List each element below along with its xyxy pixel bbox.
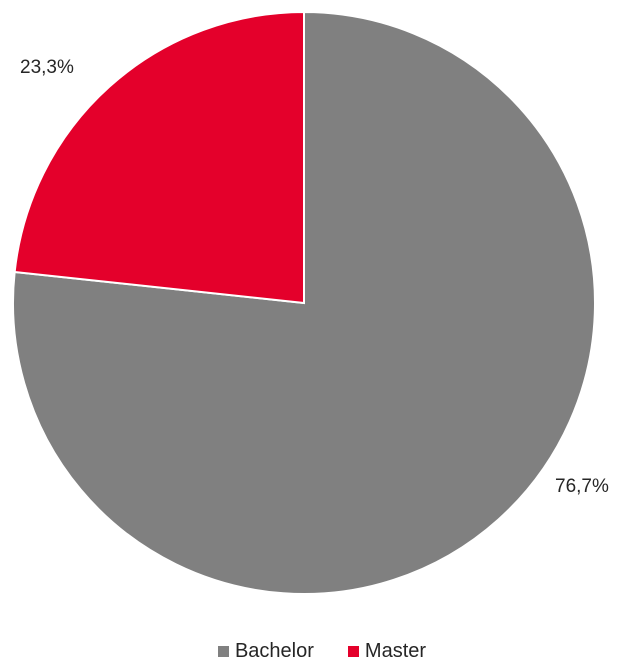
- slice-label-bachelor: 76,7%: [555, 476, 609, 497]
- legend-label-master: Master: [364, 640, 427, 662]
- pie-slice-bachelor[interactable]: [12, 10, 596, 595]
- legend-swatch-bachelor: [217, 646, 229, 657]
- legend-label-bachelor: Bachelor: [234, 640, 314, 662]
- pie-slice-master[interactable]: [13, 10, 305, 305]
- legend-swatch-master: [347, 646, 359, 657]
- slice-label-master: 23,3%: [20, 57, 74, 78]
- legend-item-bachelor[interactable]: Bachelor: [217, 640, 314, 663]
- legend-item-master[interactable]: Master: [347, 640, 427, 663]
- legend: Bachelor Master: [0, 640, 644, 663]
